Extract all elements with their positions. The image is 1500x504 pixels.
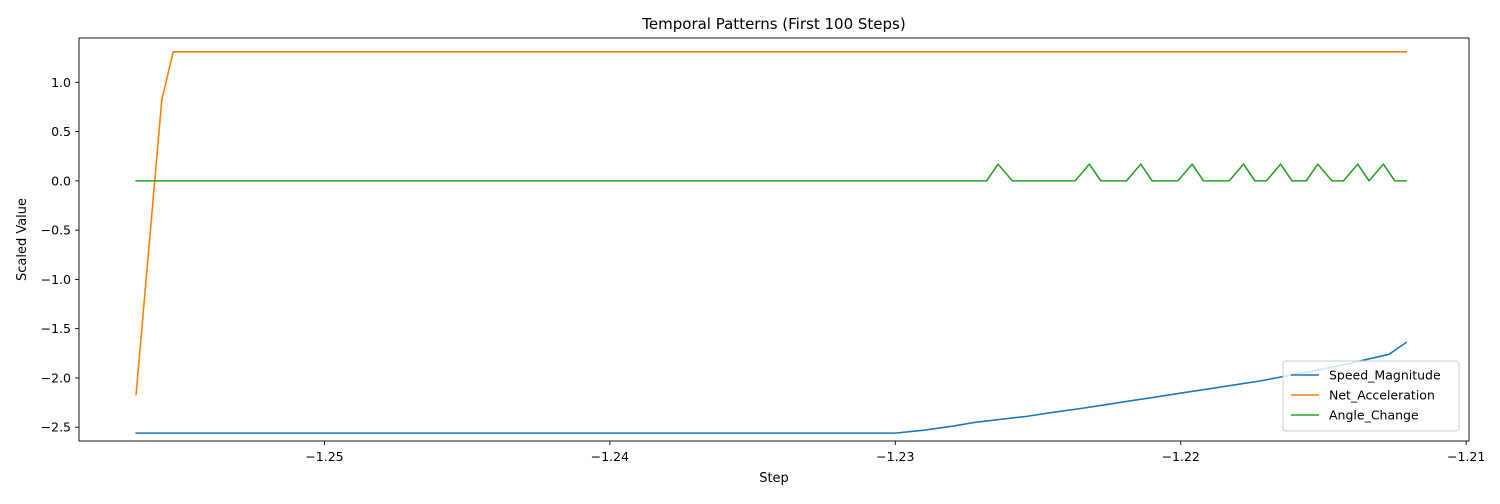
legend-box bbox=[1282, 360, 1460, 432]
x-axis-title: Step bbox=[759, 471, 789, 486]
y-tick-label: −2.5 bbox=[41, 420, 71, 435]
y-tick-label: 1.0 bbox=[51, 75, 71, 90]
legend-label-speed-magnitude: Speed_Magnitude bbox=[1329, 368, 1441, 383]
plot-area bbox=[135, 50, 1408, 434]
x-tick-label: −1.23 bbox=[876, 449, 914, 464]
y-tick-label: −1.5 bbox=[41, 321, 71, 336]
legend: Speed_Magnitude Net_Acceleration Angle_Cha… bbox=[1282, 360, 1460, 432]
series-line-net-acceleration bbox=[135, 50, 1408, 396]
y-tick-label: 0.5 bbox=[51, 124, 71, 139]
axes: −1.25 −1.24 −1.23 −1.22 −1.21 −2.5 −2.0 −1.5 −1.… bbox=[41, 37, 1485, 464]
series-line-angle-change bbox=[135, 163, 1408, 182]
y-axis-title: Scaled Value bbox=[15, 198, 30, 281]
x-tick-label: −1.21 bbox=[1447, 449, 1485, 464]
series-line-speed-magnitude bbox=[135, 341, 1408, 434]
x-tick-label: −1.25 bbox=[305, 449, 343, 464]
y-tick-label: 0.0 bbox=[51, 173, 71, 188]
y-tick-label: −2.0 bbox=[41, 370, 71, 385]
legend-label-net-acceleration: Net_Acceleration bbox=[1329, 388, 1435, 403]
chart-title: Temporal Patterns (First 100 Steps) bbox=[641, 15, 905, 33]
y-tick-label: −1.0 bbox=[41, 272, 71, 287]
legend-label-angle-change: Angle_Change bbox=[1329, 408, 1419, 423]
y-tick-label: −0.5 bbox=[41, 223, 71, 238]
plot-frame bbox=[78, 37, 1470, 442]
x-tick-label: −1.24 bbox=[591, 449, 629, 464]
x-tick-label: −1.22 bbox=[1162, 449, 1200, 464]
